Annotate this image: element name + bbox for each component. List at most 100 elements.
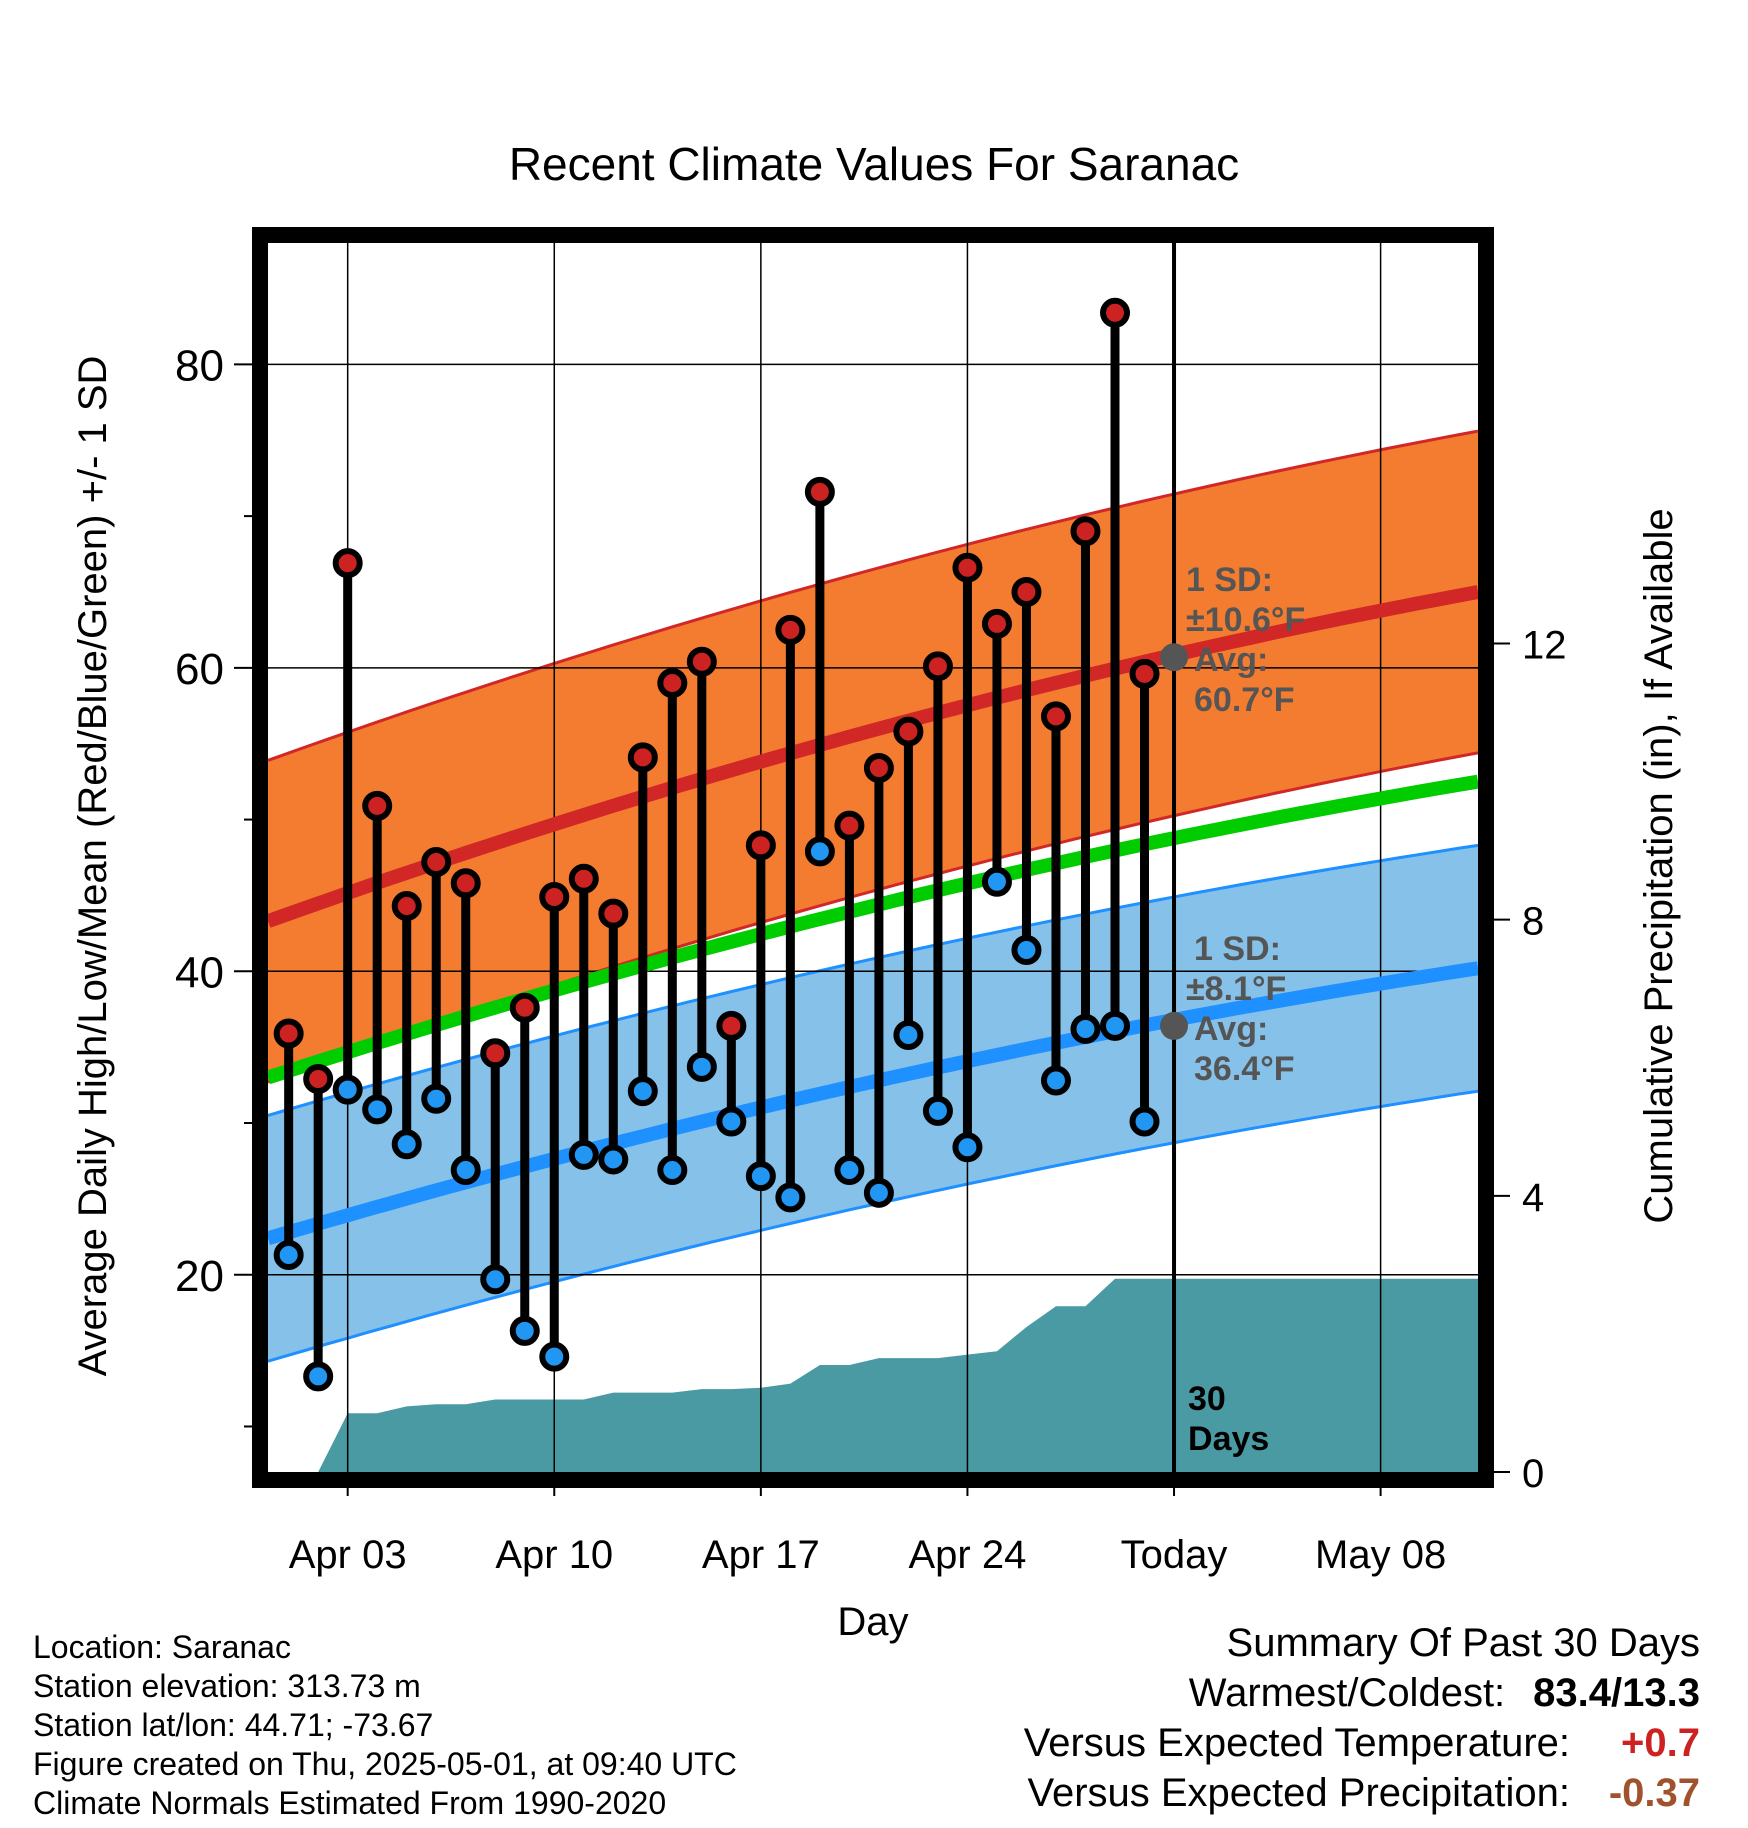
observed-low-point [952,1132,983,1163]
observed-low-point [893,1020,924,1051]
y-tick-label: 40 [175,948,224,997]
low-avg-value: 36.4°F [1194,1050,1295,1088]
temp-label: Versus Expected Temperature: [1023,1721,1570,1765]
observed-low-point [1070,1013,1101,1044]
low-sd-label: 1 SD: [1194,930,1281,968]
observed-low-point [657,1155,688,1186]
station-info: Location: Saranac Station elevation: 313… [33,1628,737,1823]
observed-low-point [775,1182,806,1213]
y-tick-label: 60 [175,645,224,694]
observed-high-point [303,1064,334,1095]
observed-low-point [863,1177,894,1208]
observed-high-point [1070,516,1101,547]
y2-tick-label: 0 [1522,1452,1544,1496]
observed-high-point [332,548,363,579]
high-avg-value: 60.7°F [1194,681,1295,719]
today-low-marker [1160,1011,1189,1040]
observed-low-point [539,1341,570,1372]
summary-temp: Versus Expected Temperature: +0.7 [1024,1718,1700,1768]
y2-tick-label: 4 [1522,1176,1544,1220]
plot-frame [252,227,1494,1488]
warm-cold-value: 83.4/13.3 [1533,1671,1700,1715]
observed-low-point [332,1074,363,1105]
observed-high-point [893,716,924,747]
plot-area [268,243,1478,1472]
observed-high-point [952,552,983,583]
today-high-marker [1160,643,1189,672]
created-text: Figure created on Thu, 2025-05-01, at 09… [33,1746,737,1782]
observed-low-point [450,1155,481,1186]
observed-high-point [981,608,1012,639]
location-text: Location: Saranac [33,1629,291,1665]
observed-high-point [745,830,776,861]
observed-high-point [362,790,393,821]
observed-high-point [1129,658,1160,689]
precip-value: -0.37 [1608,1771,1700,1815]
observed-high-point [539,881,570,912]
observed-low-point [627,1076,658,1107]
observed-low-point [303,1361,334,1392]
summary-panel: Summary Of Past 30 Days Warmest/Coldest:… [1024,1618,1700,1818]
today-days-annotation: 30 [1188,1380,1226,1418]
observed-low-point [1011,935,1042,966]
observed-high-point [1011,576,1042,607]
observed-high-point [391,891,422,922]
low-avg-label: Avg: [1194,1010,1268,1048]
observed-low-point [480,1264,511,1295]
observed-high-point [657,668,688,699]
chart-title: Recent Climate Values For Saranac [509,138,1239,190]
precip-label: Versus Expected Precipitation: [1027,1771,1570,1815]
observed-low-point [1129,1106,1160,1137]
observed-high-point [922,651,953,682]
high-sd-value: ±10.6°F [1186,601,1305,639]
x-tick-label: Today [1121,1533,1228,1577]
observed-high-point [421,847,452,878]
y2-axis-label: Cumulative Precipitation (in), If Availa… [1637,508,1681,1223]
today-days-annotation: Days [1188,1420,1269,1458]
observed-high-point [863,752,894,783]
temp-value: +0.7 [1621,1721,1700,1765]
observed-low-point [273,1240,304,1271]
observed-low-point [716,1106,747,1137]
high-avg-label: Avg: [1194,641,1268,679]
observed-low-point [745,1161,776,1192]
summary-title: Summary Of Past 30 Days [1226,1621,1700,1665]
normals-text: Climate Normals Estimated From 1990-2020 [33,1785,667,1821]
y2-tick-label: 12 [1522,623,1567,667]
x-tick-label: May 08 [1315,1533,1446,1577]
observed-high-point [450,868,481,899]
high-band-upper-edge [268,429,1478,762]
observed-high-point [480,1038,511,1069]
observed-low-point [362,1094,393,1125]
y-axis-label: Average Daily High/Low/Mean (Red/Blue/Gr… [71,356,115,1377]
x-tick-label: Apr 10 [495,1533,613,1577]
observed-high-point [627,742,658,773]
high-sd-label: 1 SD: [1186,561,1273,599]
observed-low-point [598,1144,629,1175]
observed-low-point [922,1095,953,1126]
x-tick-label: Apr 24 [909,1533,1027,1577]
x-tick-label: Apr 17 [702,1533,820,1577]
observed-high-point [716,1010,747,1041]
elevation-text: Station elevation: 313.73 m [33,1668,421,1704]
observed-low-point [804,836,835,867]
observed-low-point [1040,1065,1071,1096]
low-sd-value: ±8.1°F [1186,970,1286,1008]
observed-high-point [509,992,540,1023]
observed-high-point [273,1018,304,1049]
precip-area [288,1278,1478,1472]
observed-low-point [686,1051,717,1082]
x-axis-label: Day [837,1600,908,1644]
y-tick-label: 80 [175,341,224,390]
observed-low-point [1100,1010,1130,1041]
x-tick-label: Apr 03 [289,1533,407,1577]
observed-low-point [421,1083,452,1114]
observed-low-point [509,1315,540,1346]
observed-low-point [834,1155,865,1186]
warm-cold-label: Warmest/Coldest: [1188,1671,1506,1715]
observed-low-point [981,866,1012,897]
observed-high-point [598,898,629,929]
y-tick-label: 20 [175,1252,224,1301]
latlon-text: Station lat/lon: 44.71; -73.67 [33,1707,434,1743]
